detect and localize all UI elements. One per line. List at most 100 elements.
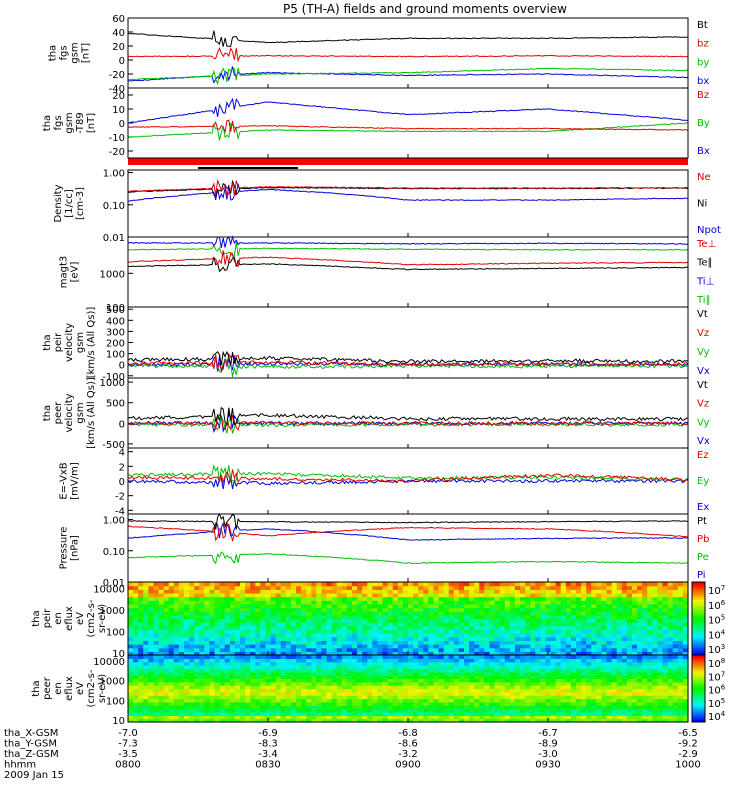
spectrogram-cell (250, 691, 256, 696)
spectrogram-cell (469, 600, 475, 605)
spectrogram-cell (581, 698, 587, 703)
spectrogram-cell (545, 678, 552, 683)
spectrogram-cell (133, 705, 139, 710)
spectrogram-cell (250, 596, 256, 601)
spectrogram-cell (555, 629, 562, 634)
spectrogram-cell (240, 691, 246, 696)
spectrogram-cell (362, 589, 368, 594)
spectrogram-cell (642, 695, 648, 700)
spectrogram-cell (357, 661, 363, 666)
footer-value: -6.7 (538, 728, 558, 739)
spectrogram-cell (469, 640, 475, 645)
spectrogram-cell (484, 691, 491, 696)
spectrogram-cell (616, 718, 623, 723)
spectrogram-cell (565, 715, 572, 720)
spectrogram-cell (199, 625, 205, 631)
spectrogram-cell (499, 655, 506, 659)
spectrogram-cell (596, 596, 603, 601)
spectrogram-cell (632, 640, 638, 645)
spectrogram-cell (626, 695, 633, 700)
spectrogram-cell (189, 582, 195, 587)
spectrogram-cell (367, 675, 373, 680)
spectrogram-cell (657, 675, 664, 680)
spectrogram-cell (652, 715, 659, 720)
spectrogram-cell (489, 711, 496, 716)
spectrogram-cell (199, 585, 205, 590)
spectrogram-cell (138, 655, 144, 659)
spectrogram-cell (433, 644, 440, 649)
spectrogram-cell (428, 625, 435, 631)
spectrogram-cell (652, 688, 659, 693)
spectrogram-cell (581, 611, 587, 616)
spectrogram-cell (509, 718, 516, 723)
spectrogram-cell (153, 633, 160, 638)
spectrogram-cell (642, 603, 648, 609)
spectrogram-cell (489, 661, 496, 666)
spectrogram-cell (520, 651, 526, 656)
spectrogram-cell (433, 589, 440, 594)
spectrogram-cell (565, 596, 572, 601)
spectrogram-cell (514, 647, 521, 652)
spectrogram-cell (596, 600, 603, 605)
spectrogram-cell (270, 618, 277, 623)
spectrogram-cell (199, 718, 205, 723)
spectrogram-cell (189, 695, 195, 700)
spectrogram-cell (448, 718, 455, 723)
spectrogram-cell (214, 658, 221, 663)
spectrogram-cell (402, 715, 409, 720)
spectrogram-cell (428, 589, 435, 594)
spectrogram-cell (148, 711, 155, 716)
legend-label: Vx (697, 366, 710, 377)
spectrogram-cell (672, 644, 679, 649)
spectrogram-cell (209, 633, 216, 638)
spectrogram-cell (250, 600, 256, 605)
spectrogram-cell (535, 618, 541, 623)
legend-label: Bx (697, 146, 710, 157)
spectrogram-cell (504, 647, 511, 652)
spectrogram-cell (224, 671, 231, 676)
spectrogram-cell (229, 647, 236, 652)
spectrogram-cell (270, 695, 277, 700)
ytick-label: 100 (106, 350, 125, 361)
spectrogram-cell (621, 675, 628, 680)
spectrogram-cell (377, 685, 384, 690)
spectrogram-cell (565, 698, 572, 703)
spectrogram-cell (667, 668, 674, 673)
spectrogram-cell (682, 655, 689, 659)
spectrogram-cell (331, 688, 338, 693)
spectrogram-cell (423, 695, 429, 700)
spectrogram-cell (331, 647, 338, 652)
spectrogram-cell (616, 681, 623, 686)
spectrogram-cell (357, 611, 363, 616)
spectrogram-cell (408, 685, 414, 690)
spectrogram-cell (545, 603, 552, 609)
spectrogram-cell (438, 665, 445, 669)
ylabel-line: gsm (75, 402, 86, 423)
spectrogram-cell (229, 708, 236, 713)
spectrogram-cell (138, 675, 144, 680)
spectrogram-cell (662, 618, 669, 623)
spectrogram-cell (525, 592, 531, 598)
spectrogram-cell (560, 585, 567, 590)
ylabel-line: E=-VxB (59, 462, 70, 499)
spectrogram-cell (296, 633, 302, 638)
spectrogram-cell (433, 622, 440, 627)
spectrogram-cell (596, 701, 603, 706)
spectrogram-cell (224, 688, 231, 693)
spectrogram-cell (601, 695, 608, 700)
spectrogram-cell (570, 647, 577, 652)
spectrogram-cell (458, 671, 465, 676)
spectrogram-cell (616, 582, 623, 587)
spectrogram-cell (606, 629, 613, 634)
spectrogram-cell (657, 665, 664, 669)
spectrogram-cell (535, 701, 541, 706)
spectrogram-cell (682, 589, 689, 594)
spectrogram-cell (367, 651, 373, 656)
spectrogram-cell (489, 614, 496, 620)
spectrogram-cell (372, 685, 379, 690)
spectrogram-cell (555, 691, 562, 696)
legend-label: Ti∥ (696, 295, 711, 306)
spectrogram-cell (321, 600, 328, 605)
spectrogram-cell (352, 665, 358, 669)
spectrogram-cell (402, 629, 409, 634)
